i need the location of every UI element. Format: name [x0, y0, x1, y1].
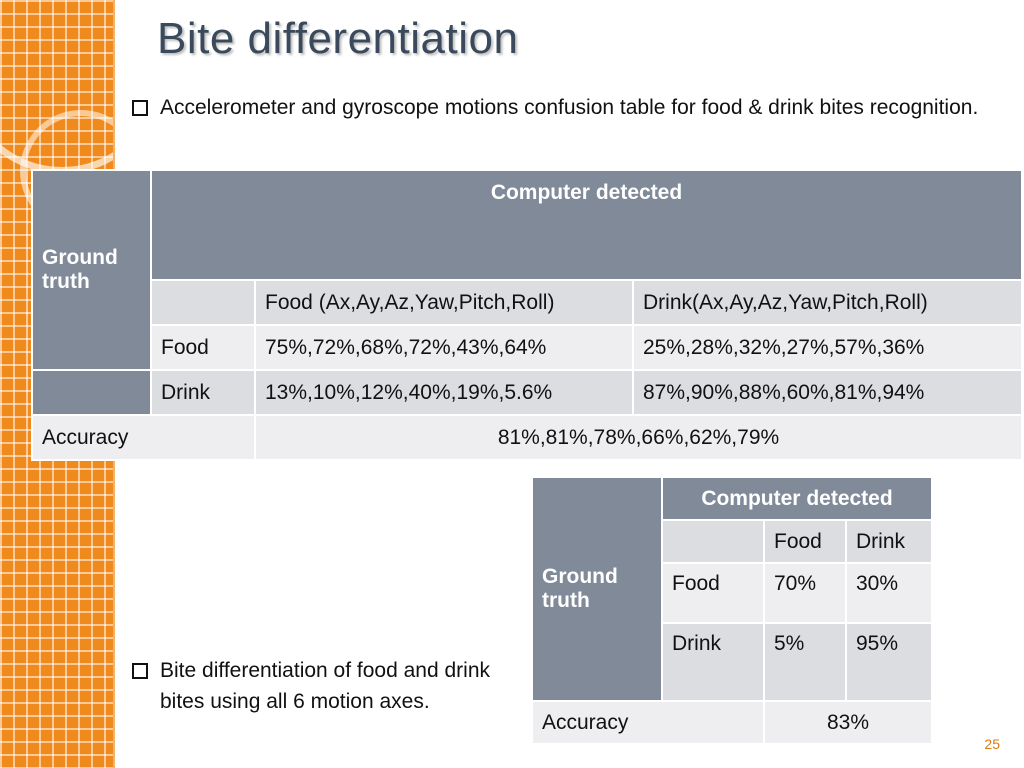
accuracy-row: Accuracy 81%,81%,78%,66%,62%,79%	[31, 414, 1023, 461]
row-label: Drink	[150, 369, 256, 416]
accuracy-label: Accuracy	[31, 414, 256, 461]
column-header-drink: Drink	[845, 519, 933, 564]
row-label: Food	[661, 562, 765, 624]
cell-food: 5%	[763, 622, 847, 702]
ground-truth-spacer	[31, 369, 152, 416]
corner-cell	[661, 519, 765, 564]
accuracy-value: 83%	[763, 700, 933, 745]
computer-detected-header: Computer detected	[661, 476, 933, 521]
corner-cell	[150, 279, 256, 326]
table-row: Food 75%,72%,68%,72%,43%,64% 25%,28%,32%…	[32, 324, 1023, 371]
bullet-text: Bite differentiation of food and drink b…	[160, 659, 491, 713]
cell-food: 75%,72%,68%,72%,43%,64%	[254, 324, 634, 371]
cell-drink: 30%	[845, 562, 933, 624]
row-label: Food	[150, 324, 256, 371]
confusion-table-per-axis: Ground truth Computer detected Food (Ax,…	[31, 169, 1023, 461]
checkbox-bullet-icon	[132, 100, 148, 116]
ground-truth-header: Ground truth	[31, 169, 152, 371]
cell-food: 13%,10%,12%,40%,19%,5.6%	[254, 369, 634, 416]
cell-drink: 87%,90%,88%,60%,81%,94%	[632, 369, 1023, 416]
slide-title: Bite differentiation	[157, 14, 519, 63]
column-header-food: Food	[763, 519, 847, 564]
column-header-drink: Drink(Ax,Ay,Az,Yaw,Pitch,Roll)	[632, 279, 1023, 326]
table-row: Food 70% 30%	[532, 562, 933, 624]
bullet-confusion-table: Accelerometer and gyroscope motions conf…	[132, 92, 992, 123]
checkbox-bullet-icon	[132, 663, 148, 679]
confusion-table-all-axes: Ground truth Computer detected Food Drin…	[531, 476, 933, 745]
table-row: Drink 13%,10%,12%,40%,19%,5.6% 87%,90%,8…	[31, 369, 1023, 416]
bullet-all-axes: Bite differentiation of food and drink b…	[132, 655, 527, 717]
accuracy-row: Accuracy 83%	[531, 700, 933, 745]
accuracy-value: 81%,81%,78%,66%,62%,79%	[254, 414, 1023, 461]
computer-detected-header: Computer detected	[150, 169, 1023, 281]
row-label: Drink	[661, 622, 765, 702]
ground-truth-header: Ground truth	[531, 476, 663, 702]
column-header-food: Food (Ax,Ay,Az,Yaw,Pitch,Roll)	[254, 279, 634, 326]
page-number: 25	[984, 736, 1000, 752]
cell-drink: 25%,28%,32%,27%,57%,36%	[632, 324, 1023, 371]
table-row: Drink 5% 95%	[532, 622, 933, 702]
accuracy-label: Accuracy	[531, 700, 765, 745]
bullet-text: Accelerometer and gyroscope motions conf…	[160, 96, 979, 119]
cell-food: 70%	[763, 562, 847, 624]
cell-drink: 95%	[845, 622, 933, 702]
